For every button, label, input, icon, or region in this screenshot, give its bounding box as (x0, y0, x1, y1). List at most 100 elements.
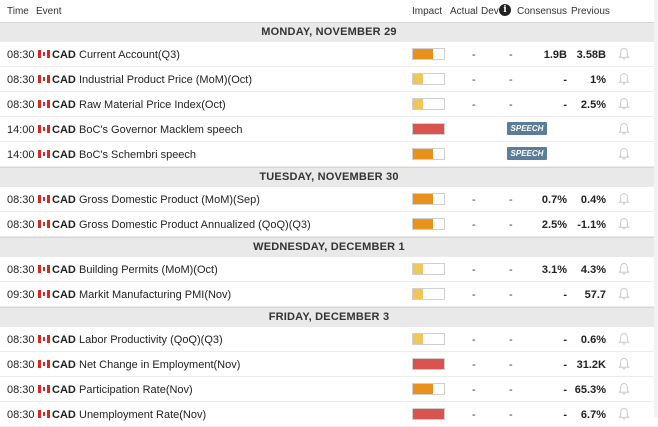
event-name[interactable]: Building Permits (MoM)(Oct) (79, 264, 218, 276)
impact-bar (412, 383, 445, 395)
canada-flag-icon (38, 360, 50, 368)
impact-bar (412, 73, 445, 85)
event-previous: 0.4% (580, 194, 606, 206)
event-currency: CAD (52, 334, 76, 346)
canada-flag-icon (38, 265, 50, 273)
event-deviation: - (509, 384, 513, 396)
event-previous: -1.1% (577, 219, 606, 231)
speech-badge: SPEECH (507, 122, 547, 135)
header-dev: Dev (481, 6, 499, 17)
event-name[interactable]: Unemployment Rate(Nov) (79, 409, 207, 421)
table-header: Time Event Impact Actual Dev i Consensus… (0, 0, 658, 23)
impact-fill (413, 99, 423, 109)
impact-bar (412, 263, 445, 275)
event-actual: - (472, 99, 476, 111)
scrollbar[interactable] (654, 0, 658, 417)
event-row[interactable]: 08:30 CAD Participation Rate(Nov) - - - … (0, 377, 658, 402)
event-name[interactable]: Net Change in Employment(Nov) (79, 359, 241, 371)
event-name[interactable]: Markit Manufacturing PMI(Nov) (79, 289, 232, 301)
impact-bar (412, 148, 445, 160)
event-name[interactable]: BoC's Schembri speech (79, 149, 197, 161)
impact-bar (412, 358, 445, 370)
canada-flag-icon (38, 195, 50, 203)
bell-icon[interactable] (618, 357, 630, 371)
event-previous: 1% (590, 74, 606, 86)
event-name[interactable]: Industrial Product Price (MoM)(Oct) (79, 74, 252, 86)
event-row[interactable]: 08:30 CAD Labor Productivity (QoQ)(Q3) -… (0, 327, 658, 352)
event-consensus: - (563, 289, 567, 301)
event-currency: CAD (52, 124, 76, 136)
event-deviation: - (509, 359, 513, 371)
canada-flag-icon (38, 335, 50, 343)
impact-bar (412, 408, 445, 420)
impact-fill (413, 149, 433, 159)
event-time: 08:30 (7, 384, 35, 396)
impact-fill (413, 289, 423, 299)
event-currency: CAD (52, 149, 76, 161)
event-row[interactable]: 08:30 CAD Gross Domestic Product Annuali… (0, 212, 658, 237)
impact-fill (413, 194, 433, 204)
event-previous: 0.6% (580, 334, 606, 346)
info-icon[interactable]: i (499, 4, 511, 16)
event-row[interactable]: 08:30 CAD Industrial Product Price (MoM)… (0, 67, 658, 92)
event-name[interactable]: Raw Material Price Index(Oct) (79, 99, 226, 111)
event-row[interactable]: 08:30 CAD Current Account(Q3) - - 1.9B 3… (0, 42, 658, 67)
event-name[interactable]: Participation Rate(Nov) (79, 384, 193, 396)
event-previous: 3.58B (576, 49, 606, 61)
event-actual: - (472, 334, 476, 346)
event-name[interactable]: Gross Domestic Product Annualized (QoQ)(… (79, 219, 311, 231)
event-consensus: 2.5% (541, 219, 567, 231)
event-row[interactable]: 08:30 CAD Gross Domestic Product (MoM)(S… (0, 187, 658, 212)
impact-fill (413, 359, 444, 369)
event-time: 14:00 (7, 124, 35, 136)
event-name[interactable]: Current Account(Q3) (79, 49, 180, 61)
event-currency: CAD (52, 219, 76, 231)
bell-icon[interactable] (618, 407, 630, 421)
bell-icon[interactable] (618, 262, 630, 276)
event-row[interactable]: 14:00 CAD BoC's Governor Macklem speech … (0, 117, 658, 142)
header-event: Event (36, 6, 62, 17)
event-row[interactable]: 08:30 CAD Raw Material Price Index(Oct) … (0, 92, 658, 117)
canada-flag-icon (38, 150, 50, 158)
event-time: 08:30 (7, 219, 35, 231)
event-name[interactable]: Gross Domestic Product (MoM)(Sep) (79, 194, 260, 206)
bell-icon[interactable] (618, 332, 630, 346)
event-row[interactable]: 08:30 CAD Net Change in Employment(Nov) … (0, 352, 658, 377)
event-time: 08:30 (7, 74, 35, 86)
day-header: WEDNESDAY, DECEMBER 1 (0, 237, 658, 258)
event-currency: CAD (52, 99, 76, 111)
bell-icon[interactable] (618, 287, 630, 301)
bell-icon[interactable] (618, 72, 630, 86)
event-row[interactable]: 09:30 CAD Markit Manufacturing PMI(Nov) … (0, 282, 658, 307)
bell-icon[interactable] (618, 122, 630, 136)
event-previous: 6.7% (580, 409, 606, 421)
event-actual: - (472, 74, 476, 86)
event-name[interactable]: BoC's Governor Macklem speech (79, 124, 243, 136)
bell-icon[interactable] (618, 217, 630, 231)
header-previous: Previous (571, 6, 610, 17)
event-time: 09:30 (7, 289, 35, 301)
event-currency: CAD (52, 194, 76, 206)
event-row[interactable]: 14:00 CAD BoC's Schembri speech SPEECH (0, 142, 658, 167)
bell-icon[interactable] (618, 147, 630, 161)
event-row[interactable]: 08:30 CAD Unemployment Rate(Nov) - - - 6… (0, 402, 658, 427)
event-previous: 57.7 (584, 289, 606, 301)
event-currency: CAD (52, 409, 76, 421)
event-time: 08:30 (7, 194, 35, 206)
impact-bar (412, 288, 445, 300)
event-row[interactable]: 08:30 CAD Building Permits (MoM)(Oct) - … (0, 257, 658, 282)
canada-flag-icon (38, 50, 50, 58)
impact-bar (412, 48, 445, 60)
day-header: MONDAY, NOVEMBER 29 (0, 22, 658, 43)
bell-icon[interactable] (618, 97, 630, 111)
event-name[interactable]: Labor Productivity (QoQ)(Q3) (79, 334, 223, 346)
event-deviation: - (509, 99, 513, 111)
bell-icon[interactable] (618, 192, 630, 206)
bell-icon[interactable] (618, 382, 630, 396)
header-actual: Actual (450, 6, 478, 17)
event-time: 08:30 (7, 359, 35, 371)
speech-badge: SPEECH (507, 147, 547, 160)
bell-icon[interactable] (618, 47, 630, 61)
event-actual: - (472, 264, 476, 276)
impact-bar (412, 333, 445, 345)
